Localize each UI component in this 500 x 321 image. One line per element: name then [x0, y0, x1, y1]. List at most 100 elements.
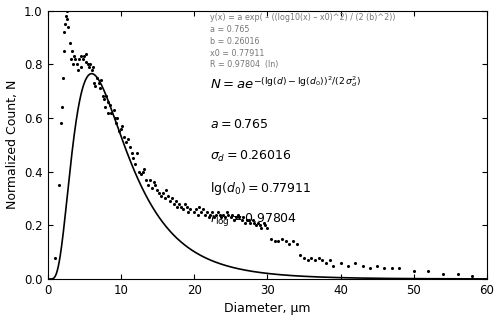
Point: [242, 220, 250, 225]
Point: [110, 107, 118, 112]
Point: [214, 209, 222, 214]
Point: [89, 65, 97, 70]
Point: [91, 83, 99, 88]
Text: $\sigma_d = 0.26016$: $\sigma_d = 0.26016$: [210, 149, 292, 164]
Point: [106, 102, 114, 107]
Point: [216, 212, 224, 217]
Point: [264, 225, 272, 230]
Point: [192, 207, 200, 212]
Point: [177, 204, 185, 209]
Point: [95, 81, 103, 86]
Point: [252, 223, 260, 228]
Point: [182, 204, 190, 209]
Point: [92, 75, 100, 80]
Point: [96, 86, 104, 91]
Text: $r_{\mathrm{log}} = 0.97804$: $r_{\mathrm{log}} = 0.97804$: [210, 211, 298, 228]
Point: [190, 209, 198, 214]
Point: [326, 258, 334, 263]
Text: y(x) = a exp( – ((log10(x) – x0)^2) / (2 (b)^2))
a = 0.765
b = 0.26016
x0 = 0.77: y(x) = a exp( – ((log10(x) – x0)^2) / (2…: [210, 13, 396, 69]
Point: [274, 239, 282, 244]
Point: [258, 225, 266, 230]
Point: [142, 177, 150, 182]
Point: [395, 266, 403, 271]
Point: [157, 193, 165, 198]
Point: [70, 54, 78, 59]
Point: [176, 201, 184, 206]
Point: [104, 110, 112, 115]
Point: [239, 215, 247, 220]
Point: [256, 223, 264, 228]
Point: [232, 215, 240, 220]
Point: [67, 56, 75, 61]
Point: [439, 271, 447, 276]
Point: [57, 121, 65, 126]
Point: [250, 220, 258, 225]
Point: [140, 166, 148, 171]
Point: [336, 260, 344, 265]
Point: [136, 172, 144, 177]
Point: [221, 215, 229, 220]
Point: [270, 239, 278, 244]
Point: [84, 65, 92, 70]
Text: $a = 0.765$: $a = 0.765$: [210, 118, 269, 131]
Point: [59, 75, 67, 80]
Point: [186, 207, 194, 212]
Point: [424, 268, 432, 273]
Point: [380, 266, 388, 271]
Point: [366, 266, 374, 271]
Point: [260, 220, 268, 225]
Point: [60, 48, 68, 53]
Point: [120, 134, 128, 139]
Point: [64, 16, 72, 21]
Point: [248, 217, 256, 222]
Point: [344, 263, 352, 268]
Point: [195, 204, 203, 209]
Point: [304, 258, 312, 263]
Point: [307, 255, 315, 260]
Point: [69, 62, 77, 67]
Point: [90, 81, 98, 86]
Point: [118, 124, 126, 129]
Point: [58, 105, 66, 110]
Point: [179, 207, 187, 212]
Point: [468, 274, 476, 279]
Point: [172, 199, 180, 204]
Point: [124, 137, 132, 142]
Point: [155, 191, 163, 196]
Point: [82, 51, 90, 56]
Point: [246, 220, 254, 225]
Text: $\mathrm{lg}(d_0) = 0.77911$: $\mathrm{lg}(d_0) = 0.77911$: [210, 180, 312, 197]
Point: [75, 56, 83, 61]
Point: [54, 183, 62, 188]
Point: [296, 252, 304, 257]
Point: [226, 215, 234, 220]
Point: [206, 212, 214, 217]
Point: [292, 242, 300, 247]
Point: [144, 183, 152, 188]
Point: [212, 212, 220, 217]
Point: [139, 169, 147, 174]
Point: [64, 24, 72, 29]
Point: [82, 59, 90, 64]
Point: [289, 239, 297, 244]
Point: [238, 217, 246, 222]
Point: [66, 40, 74, 45]
Point: [286, 242, 294, 247]
Point: [300, 255, 308, 260]
Point: [220, 212, 228, 217]
Y-axis label: Normalized Count, N: Normalized Count, N: [6, 80, 18, 210]
Point: [72, 56, 80, 61]
Point: [78, 54, 86, 59]
Point: [114, 129, 122, 134]
Point: [388, 266, 396, 271]
Point: [314, 255, 322, 260]
Point: [199, 207, 207, 212]
Point: [102, 94, 110, 99]
Text: $N = ae^{-(\mathrm{lg}(d) - \mathrm{lg}(d_0))^2/(2\,\sigma_d^2)}$: $N = ae^{-(\mathrm{lg}(d) - \mathrm{lg}(…: [210, 75, 361, 92]
Point: [113, 115, 121, 120]
Point: [322, 260, 330, 265]
Point: [128, 150, 136, 155]
Point: [282, 239, 290, 244]
Point: [126, 145, 134, 150]
Point: [168, 196, 176, 201]
